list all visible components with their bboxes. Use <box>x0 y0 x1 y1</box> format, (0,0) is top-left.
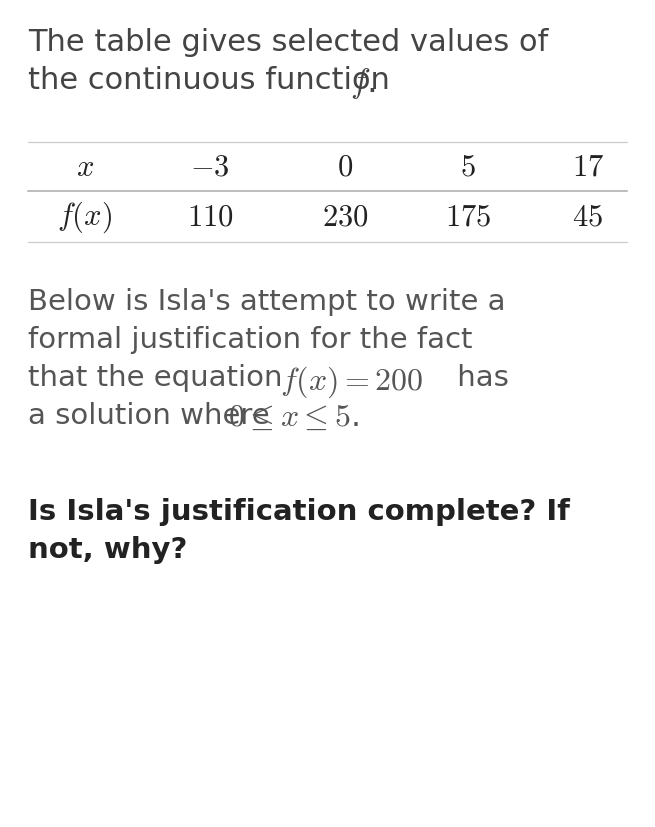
Text: $f(x)=\mathbf{200}$: $f(x)=\mathbf{200}$ <box>280 364 423 399</box>
Text: $230$: $230$ <box>322 202 368 232</box>
Text: $x$: $x$ <box>76 152 94 183</box>
Text: a solution where: a solution where <box>28 402 279 429</box>
Text: the continuous function: the continuous function <box>28 66 400 95</box>
Text: $\mathit{f}$.: $\mathit{f}$. <box>350 66 375 101</box>
Text: $-3$: $-3$ <box>190 152 230 183</box>
Text: $5$: $5$ <box>460 152 476 183</box>
Text: $17$: $17$ <box>572 152 604 183</box>
Text: $110$: $110$ <box>187 202 233 232</box>
Text: that the equation: that the equation <box>28 364 291 391</box>
Text: $45$: $45$ <box>572 202 603 232</box>
Text: has: has <box>448 364 509 391</box>
Text: not, why?: not, why? <box>28 535 187 563</box>
Text: $\mathbf{0}\leq x\leq\mathbf{5}$.: $\mathbf{0}\leq x\leq\mathbf{5}$. <box>228 402 359 433</box>
Text: The table gives selected values of: The table gives selected values of <box>28 28 548 57</box>
Text: formal justification for the fact: formal justification for the fact <box>28 326 472 354</box>
Text: $0$: $0$ <box>337 152 353 183</box>
Text: $175$: $175$ <box>445 202 491 232</box>
Text: Below is Isla's attempt to write a: Below is Isla's attempt to write a <box>28 288 506 316</box>
Text: Is Isla's justification complete? If: Is Isla's justification complete? If <box>28 497 570 525</box>
Text: $f(x)$: $f(x)$ <box>58 199 113 235</box>
